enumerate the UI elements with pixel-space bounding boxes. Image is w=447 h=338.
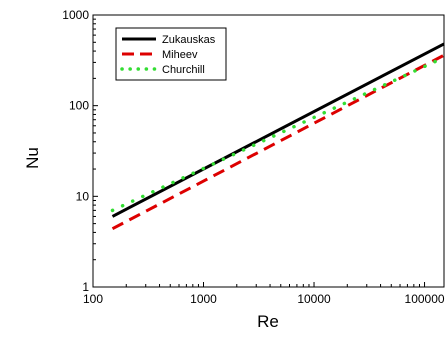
tick-labels: 100 1000 10000 100000 1 10 100 1000 xyxy=(62,8,445,306)
y-tick-label: 1 xyxy=(82,280,89,294)
y-tick-label: 10 xyxy=(76,189,90,203)
x-tick-label: 100 xyxy=(83,292,103,306)
x-tick-label: 10000 xyxy=(297,292,331,306)
y-axis-title: Nu xyxy=(23,147,42,169)
legend: Zukauskas Miheev Churchill xyxy=(115,27,227,81)
x-tick-label: 100000 xyxy=(405,292,445,306)
plot-frame xyxy=(92,14,445,288)
series-lines xyxy=(110,42,446,231)
ticks xyxy=(92,14,426,288)
x-axis-title: Re xyxy=(257,312,279,331)
legend-label: Zukauskas xyxy=(162,34,216,46)
x-tick-label: 1000 xyxy=(190,292,217,306)
legend-box xyxy=(115,27,227,81)
series-line-miheev xyxy=(111,53,445,231)
series-line-zukauskas xyxy=(111,42,445,218)
y-tick-label: 1000 xyxy=(62,8,89,22)
y-tick-label: 100 xyxy=(69,99,89,113)
legend-label: Miheev xyxy=(162,49,198,61)
legend-label: Churchill xyxy=(162,64,205,76)
